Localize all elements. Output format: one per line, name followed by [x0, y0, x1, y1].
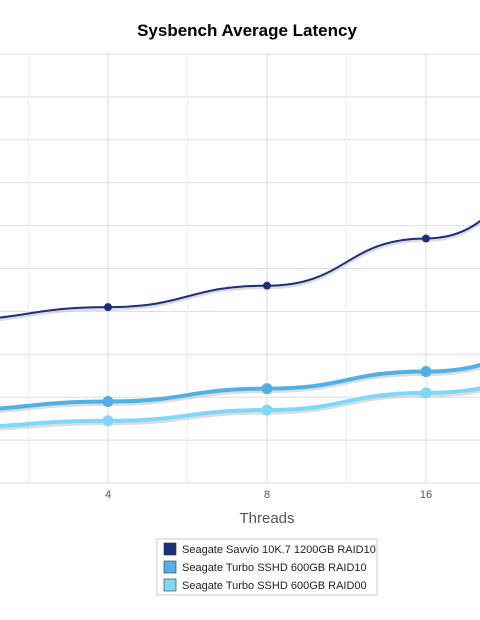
data-point — [261, 383, 273, 395]
series-3 — [0, 386, 480, 431]
data-point — [102, 415, 114, 427]
series-line — [0, 219, 480, 319]
data-point — [102, 395, 114, 407]
legend: Seagate Savvio 10K.7 1200GB RAID10 Seagat… — [156, 538, 378, 596]
legend-label: Seagate Turbo SSHD 600GB RAID00 — [182, 580, 367, 592]
x-tick-label: 8 — [264, 489, 270, 501]
data-point — [261, 404, 273, 416]
x-tick-labels: 4 8 16 — [105, 489, 432, 501]
x-axis-label: Threads — [239, 510, 294, 527]
series-1 — [0, 219, 480, 322]
legend-box — [156, 538, 378, 596]
series-2 — [0, 362, 480, 413]
series-line — [0, 386, 480, 429]
legend-label: Seagate Turbo SSHD 600GB RAID10 — [182, 562, 367, 574]
series-line-shadow — [0, 221, 480, 322]
series-group — [0, 219, 480, 431]
data-point — [104, 303, 112, 312]
x-tick-label: 16 — [420, 489, 432, 501]
data-point — [263, 281, 271, 290]
legend-swatch — [163, 560, 177, 574]
legend-swatch — [163, 578, 177, 592]
chart-title: Sysbench Average Latency — [137, 21, 357, 40]
legend-swatch — [163, 542, 177, 556]
data-point — [420, 365, 432, 377]
data-point — [420, 387, 432, 399]
data-point — [422, 234, 430, 243]
legend-label: Seagate Savvio 10K.7 1200GB RAID10 — [182, 544, 376, 556]
x-tick-label: 4 — [105, 489, 111, 501]
gridlines — [0, 53, 480, 484]
